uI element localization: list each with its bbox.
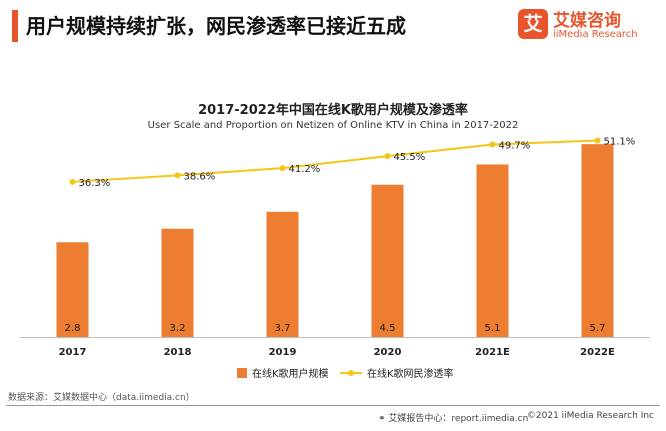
line-value-label: 38.6% bbox=[184, 171, 216, 182]
headline-accent-bar bbox=[12, 10, 18, 42]
x-tick-label: 2019 bbox=[269, 347, 297, 358]
bar-value-label: 5.7 bbox=[590, 323, 606, 334]
bar-value-label: 3.7 bbox=[275, 323, 291, 334]
line-value-label: 51.1% bbox=[604, 137, 636, 148]
logo-mark-icon: 艾 bbox=[518, 9, 548, 39]
x-tick-label: 2022E bbox=[580, 347, 615, 358]
legend-line-marker bbox=[348, 370, 354, 376]
logo-name-en: iiMedia Research bbox=[553, 29, 638, 40]
x-tick-label: 2018 bbox=[164, 347, 192, 358]
footer-divider bbox=[6, 405, 660, 406]
line-point bbox=[69, 178, 76, 185]
legend-bar-swatch bbox=[237, 368, 247, 378]
line-value-label: 36.3% bbox=[79, 178, 111, 189]
logo-name-cn: 艾媒咨询 bbox=[553, 11, 621, 31]
line-point bbox=[594, 137, 601, 144]
bar-value-label: 4.5 bbox=[380, 323, 396, 334]
bar-value-label: 5.1 bbox=[485, 323, 501, 334]
bar bbox=[476, 164, 509, 337]
report-center-link[interactable]: ⚭ 艾媒报告中心：report.iimedia.cn bbox=[378, 411, 528, 424]
chart-title: 2017-2022年中国在线K歌用户规模及渗透率 bbox=[198, 103, 468, 118]
x-tick-label: 2020 bbox=[374, 347, 402, 358]
x-tick-label: 2021E bbox=[475, 347, 510, 358]
line-point bbox=[174, 172, 181, 179]
copyright-text: ©2021 iiMedia Research Inc bbox=[526, 411, 654, 421]
bar bbox=[56, 242, 89, 337]
x-tick-label: 2017 bbox=[59, 347, 87, 358]
chart-subtitle: User Scale and Proportion on Netizen of … bbox=[147, 120, 519, 131]
line-value-label: 41.2% bbox=[289, 164, 321, 175]
legend-line-label: 在线K歌网民渗透率 bbox=[367, 367, 454, 380]
line-point bbox=[384, 153, 391, 160]
iimedia-logo: 艾 艾媒咨询 iiMedia Research bbox=[518, 6, 652, 48]
report-center-text: 艾媒报告中心：report.iimedia.cn bbox=[388, 414, 529, 424]
legend-bar-label: 在线K歌用户规模 bbox=[252, 367, 329, 380]
report-globe-icon: ⚭ bbox=[378, 414, 386, 424]
data-source: 数据来源：艾媒数据中心（data.iimedia.cn） bbox=[8, 393, 195, 403]
bar-value-label: 2.8 bbox=[65, 323, 81, 334]
line-point bbox=[279, 165, 286, 172]
line-value-label: 49.7% bbox=[499, 140, 531, 151]
line-value-label: 45.5% bbox=[394, 152, 426, 163]
bar-value-label: 3.2 bbox=[170, 323, 186, 334]
penetration-line bbox=[72, 139, 598, 183]
line-point bbox=[489, 141, 496, 148]
bar bbox=[161, 228, 194, 337]
bar bbox=[581, 144, 614, 337]
bar bbox=[266, 211, 299, 337]
page-headline: 用户规模持续扩张，网民渗透率已接近五成 bbox=[26, 14, 406, 38]
bar bbox=[371, 184, 404, 337]
